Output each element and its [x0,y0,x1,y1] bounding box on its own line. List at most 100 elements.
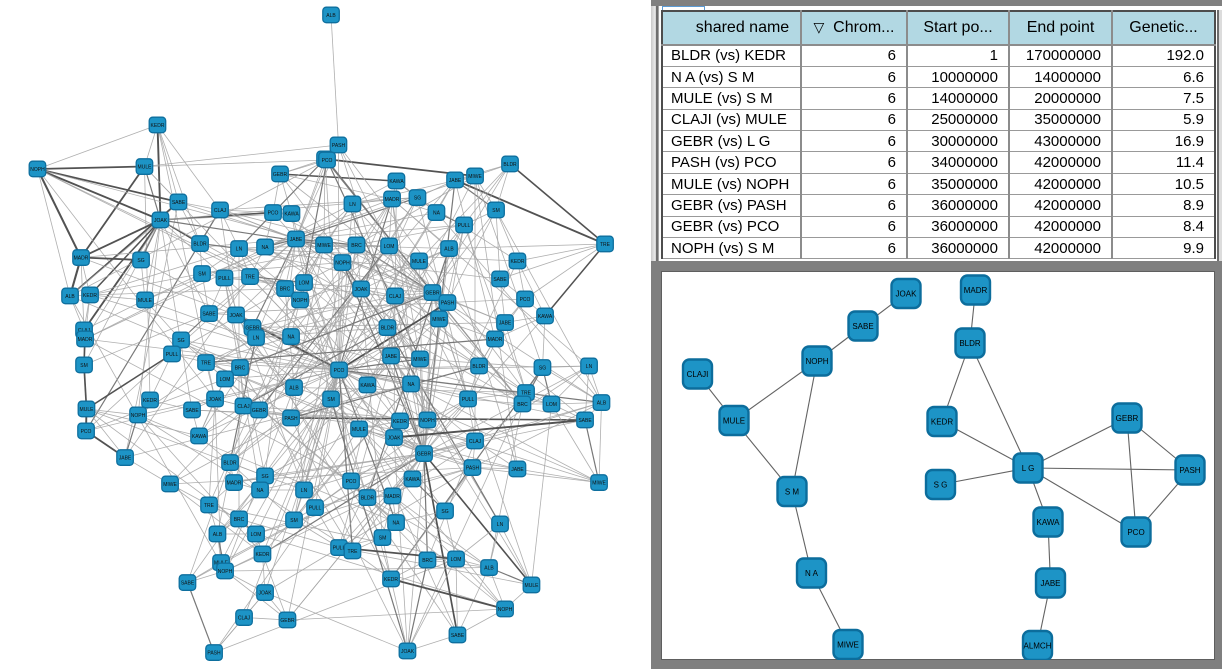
svg-text:NA: NA [288,334,296,340]
svg-text:TRE: TRE [204,503,215,509]
svg-text:JOAK: JOAK [387,435,401,441]
svg-text:ALB: ALB [289,385,299,391]
svg-text:SABE: SABE [181,580,195,586]
svg-text:ALB: ALB [65,294,75,300]
svg-text:PASH: PASH [441,300,455,306]
svg-text:BLDR: BLDR [223,460,237,466]
svg-text:BRC: BRC [351,243,362,249]
svg-text:PULL: PULL [309,505,322,511]
svg-text:MIWE: MIWE [317,243,331,249]
svg-text:JABE: JABE [385,354,398,360]
svg-text:SM: SM [327,397,335,403]
svg-text:MULE: MULE [138,298,153,304]
svg-text:MADR: MADR [227,480,242,486]
svg-text:MULE: MULE [723,416,745,425]
svg-text:JABE: JABE [449,178,462,184]
svg-text:SABE: SABE [852,322,873,331]
svg-text:LN: LN [253,335,260,341]
svg-text:KEDR: KEDR [151,123,165,129]
svg-text:LN: LN [236,246,243,252]
svg-text:LN: LN [497,522,504,528]
svg-text:MULE: MULE [525,583,540,589]
svg-text:NA: NA [393,520,401,526]
svg-text:SG: SG [414,195,421,201]
svg-text:ALB: ALB [444,246,454,252]
svg-text:MULE: MULE [80,407,95,413]
svg-text:PASH: PASH [332,143,346,149]
svg-text:LOM: LOM [546,402,557,408]
svg-text:ALB: ALB [597,400,607,406]
svg-text:BRC: BRC [235,365,246,371]
svg-text:SG: SG [539,365,546,371]
svg-text:NOPH: NOPH [218,569,233,575]
svg-text:SG: SG [261,474,268,480]
svg-text:MADR: MADR [385,197,400,203]
svg-text:PASH: PASH [466,465,480,471]
svg-text:KAWA: KAWA [1037,518,1061,527]
svg-text:PULL: PULL [333,545,346,551]
svg-text:TRE: TRE [201,360,212,366]
svg-text:PULL: PULL [458,223,471,229]
svg-text:ALB: ALB [326,13,336,19]
svg-text:JOAK: JOAK [401,649,415,655]
svg-text:PULL: PULL [218,276,231,282]
svg-text:TRE: TRE [521,390,532,396]
svg-text:ALB: ALB [484,565,494,571]
svg-text:PCO: PCO [520,297,531,303]
svg-text:JABE: JABE [499,320,512,326]
svg-text:SM: SM [379,535,387,541]
svg-text:MADR: MADR [488,337,503,343]
svg-text:MIWE: MIWE [837,640,859,649]
svg-text:PCO: PCO [1127,528,1144,537]
svg-text:N A: N A [805,569,819,578]
svg-text:NA: NA [262,245,270,251]
svg-text:KEDR: KEDR [511,259,525,265]
svg-text:GEBR: GEBR [273,172,288,178]
svg-text:BRC: BRC [234,517,245,523]
svg-text:PCO: PCO [322,158,333,164]
svg-text:SABE: SABE [185,408,199,414]
svg-text:NOPH: NOPH [335,260,350,266]
svg-text:SABE: SABE [493,277,507,283]
svg-text:JOAK: JOAK [154,218,168,224]
svg-text:BLDR: BLDR [381,325,395,331]
svg-text:SABE: SABE [451,633,465,639]
svg-text:LOM: LOM [384,244,395,250]
svg-text:CLAJ: CLAJ [238,615,251,621]
svg-text:MADR: MADR [74,255,89,261]
svg-text:MIWE: MIWE [413,357,427,363]
svg-text:JOAK: JOAK [896,289,918,298]
svg-text:SM: SM [80,363,88,369]
svg-text:NOPH: NOPH [131,413,146,419]
svg-text:JOAK: JOAK [354,287,368,293]
svg-text:BRC: BRC [517,402,528,408]
svg-text:NOPH: NOPH [293,298,308,304]
svg-text:BRC: BRC [422,558,433,564]
svg-text:CLAJ: CLAJ [469,439,482,445]
svg-text:KEDR: KEDR [83,293,97,299]
svg-text:PCO: PCO [346,479,357,485]
svg-text:LN: LN [349,202,356,208]
svg-text:BLDR: BLDR [361,495,375,501]
svg-text:CLAJ: CLAJ [237,404,250,410]
svg-text:JABE: JABE [119,455,132,461]
svg-text:PCO: PCO [81,429,92,435]
svg-text:LOM: LOM [299,280,310,286]
svg-text:L G: L G [1022,464,1035,473]
svg-text:MIWE: MIWE [432,317,446,323]
svg-text:JOAK: JOAK [258,590,272,596]
svg-text:SG: SG [177,338,184,344]
svg-text:MIWE: MIWE [163,482,177,488]
svg-text:TRE: TRE [600,242,611,248]
svg-text:GEBR: GEBR [245,325,260,331]
svg-text:MULE: MULE [412,259,427,265]
svg-text:NA: NA [433,210,441,216]
svg-text:PULL: PULL [166,352,179,358]
svg-text:MULE: MULE [352,427,367,433]
svg-text:GEBR: GEBR [417,451,432,457]
svg-text:ALB: ALB [213,532,223,538]
svg-text:BLDR: BLDR [193,241,207,247]
svg-text:S M: S M [785,487,800,496]
svg-text:LN: LN [586,364,593,370]
svg-text:BLDR: BLDR [959,339,981,348]
